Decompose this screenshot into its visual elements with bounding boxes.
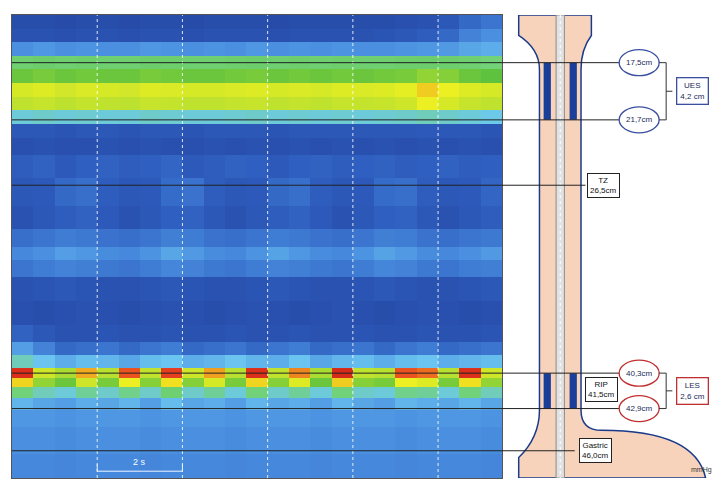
svg-text:mmHg: mmHg [691,466,712,474]
svg-text:TZ26,5cm: TZ26,5cm [590,176,617,195]
svg-text:17,5cm: 17,5cm [626,58,653,67]
svg-text:UES4,2 cm: UES4,2 cm [680,81,704,100]
svg-text:40,3cm: 40,3cm [626,369,653,378]
svg-text:RIP41,5cm: RIP41,5cm [588,380,615,399]
svg-text:LES2,6 cm: LES2,6 cm [680,381,704,400]
svg-text:Gastric46,0cm: Gastric46,0cm [582,441,609,460]
svg-text:2 s: 2 s [133,457,146,467]
svg-text:21,7cm: 21,7cm [626,115,653,124]
svg-text:42,9cm: 42,9cm [626,404,653,413]
